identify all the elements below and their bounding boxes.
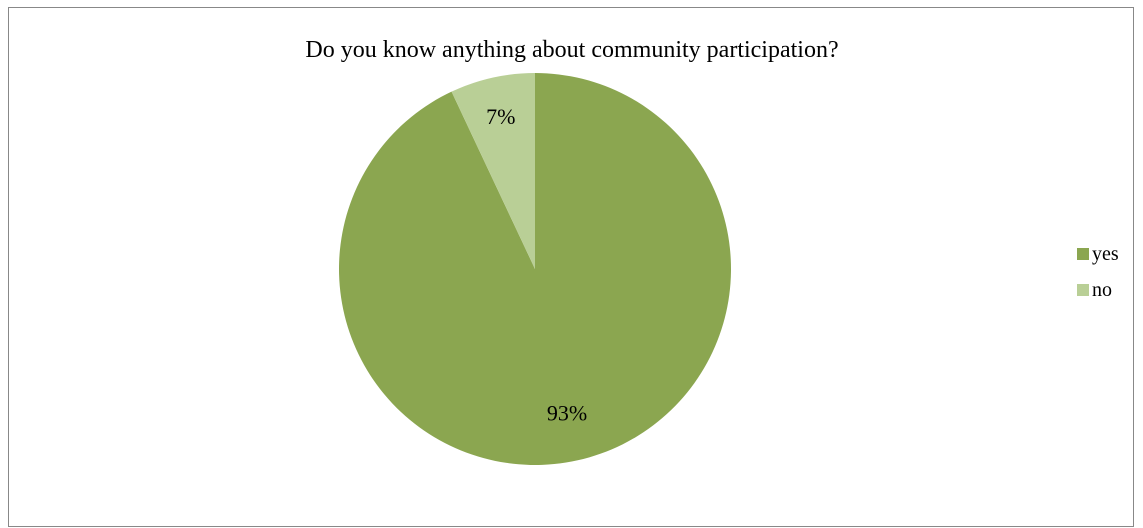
- legend-item-yes: yes: [1077, 236, 1119, 272]
- legend-swatch-no: [1077, 284, 1089, 296]
- pie-chart: 93% 7%: [338, 73, 731, 465]
- legend-label-yes: yes: [1092, 242, 1119, 265]
- legend-item-no: no: [1077, 272, 1119, 308]
- slice-label-no: 7%: [486, 104, 515, 129]
- chart-frame: Do you know anything about community par…: [8, 7, 1134, 527]
- slice-label-yes: 93%: [547, 400, 587, 425]
- pie-slice-no: [451, 73, 535, 269]
- chart-title: Do you know anything about community par…: [305, 37, 839, 63]
- legend: yes no: [1077, 236, 1119, 308]
- legend-label-no: no: [1092, 278, 1112, 301]
- legend-swatch-yes: [1077, 248, 1089, 260]
